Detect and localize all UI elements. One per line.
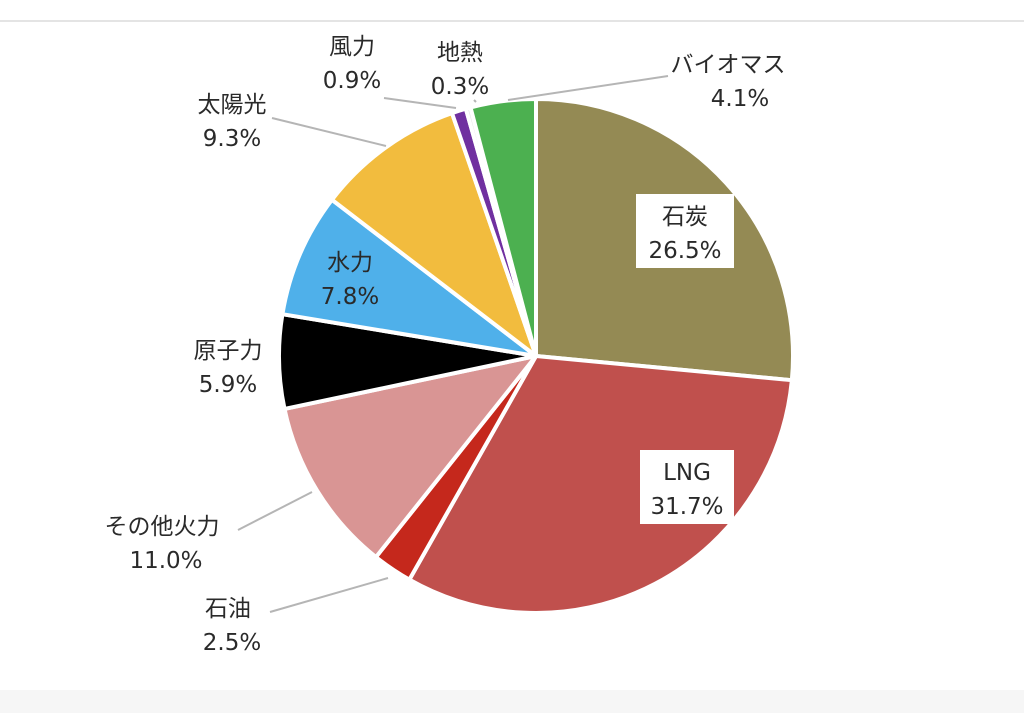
leader-line-6	[271, 117, 387, 147]
slice-value-label-4: 5.9%	[199, 372, 257, 398]
slice-value-label-2: 2.5%	[203, 630, 261, 656]
pie-labels: 石炭 26.5% LNG 31.7% 石油 2.5% その他火力 11.0% 原子力 5.9% 水力…	[105, 34, 786, 656]
slice-value-label-1: 31.7%	[650, 494, 723, 520]
leader-line-9	[507, 75, 669, 101]
leader-line-3	[237, 491, 313, 531]
slice-value-label-8: 0.3%	[431, 74, 489, 100]
slice-name-label-0: 石炭	[662, 204, 708, 230]
top-divider	[0, 20, 1024, 22]
bottom-band	[0, 690, 1024, 713]
data-label-box-0	[636, 194, 734, 268]
slice-name-label-3: その他火力	[105, 514, 220, 540]
slice-value-label-9: 4.1%	[711, 86, 769, 112]
slice-name-label-6: 太陽光	[198, 92, 267, 118]
pie-slice-3	[282, 354, 538, 560]
slice-name-label-2: 石油	[205, 596, 251, 622]
slice-name-label-7: 風力	[329, 34, 375, 60]
slice-value-label-6: 9.3%	[203, 126, 261, 152]
slice-value-label-7: 0.9%	[323, 68, 381, 94]
slice-value-label-5: 7.8%	[321, 284, 379, 310]
slice-name-label-5: 水力	[327, 250, 373, 276]
slice-name-label-4: 原子力	[194, 338, 263, 364]
slice-value-label-3: 11.0%	[129, 548, 202, 574]
leader-line-7	[383, 97, 457, 109]
slice-name-label-1: LNG	[663, 460, 711, 486]
leader-line-8	[473, 99, 477, 103]
pie-slice-6	[329, 111, 538, 358]
slice-name-label-8: 地熱	[437, 40, 483, 66]
pie-slices	[277, 97, 795, 615]
pie-slice-5	[280, 197, 538, 358]
slice-name-label-9: バイオマス	[671, 52, 786, 78]
data-label-box-1	[640, 450, 734, 524]
slice-value-label-0: 26.5%	[648, 238, 721, 264]
leader-line-2	[269, 577, 389, 613]
pie-slice-9	[468, 97, 538, 358]
pie-slice-1	[407, 354, 794, 615]
